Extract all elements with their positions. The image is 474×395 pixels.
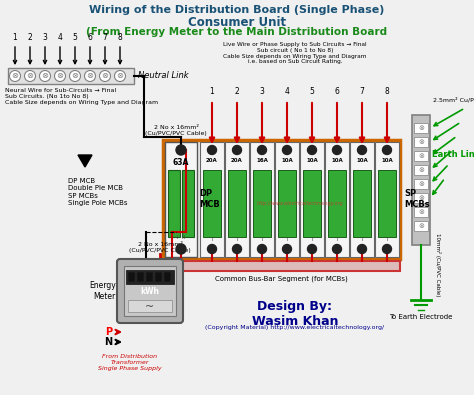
Bar	[124, 266, 176, 316]
Bar	[182, 170, 194, 237]
Text: I: I	[386, 237, 388, 242]
Bar	[412, 115, 430, 245]
Bar	[300, 142, 324, 257]
Bar	[303, 170, 321, 237]
Bar	[200, 142, 224, 257]
Circle shape	[257, 245, 266, 254]
Bar	[168, 170, 180, 237]
Text: Consumer Unit: Consumer Unit	[188, 16, 286, 29]
Text: 2: 2	[27, 33, 32, 42]
Text: ⊗: ⊗	[42, 71, 48, 81]
Text: ⊗: ⊗	[86, 71, 93, 81]
Text: ⊗: ⊗	[72, 71, 79, 81]
Bar	[203, 170, 221, 237]
Bar	[414, 123, 428, 133]
Text: I: I	[361, 237, 363, 242]
Bar	[128, 300, 172, 312]
Text: 10A: 10A	[281, 158, 293, 163]
Text: SP
MCBs: SP MCBs	[404, 189, 429, 209]
Text: 5: 5	[310, 87, 314, 96]
Bar	[146, 272, 153, 282]
Text: Energy
Meter: Energy Meter	[89, 281, 116, 301]
Circle shape	[9, 70, 20, 81]
Text: SP MCBs
Single Pole MCBs: SP MCBs Single Pole MCBs	[68, 193, 128, 206]
Text: 7: 7	[360, 87, 365, 96]
Text: ⊗: ⊗	[418, 139, 424, 145]
Bar	[225, 142, 249, 257]
Circle shape	[100, 70, 110, 81]
Bar	[375, 142, 399, 257]
Bar	[164, 272, 171, 282]
Text: 4: 4	[57, 33, 63, 42]
Bar	[325, 142, 349, 257]
Bar	[414, 165, 428, 175]
Text: To Earth Electrode: To Earth Electrode	[389, 314, 453, 320]
Circle shape	[115, 70, 126, 81]
Text: 8: 8	[118, 33, 122, 42]
Bar	[253, 170, 271, 237]
Text: kWh: kWh	[140, 287, 159, 296]
Bar	[228, 170, 246, 237]
Text: I: I	[236, 237, 238, 242]
Text: ⊗: ⊗	[117, 71, 124, 81]
Text: 2: 2	[235, 87, 239, 96]
Text: DP
MCB: DP MCB	[199, 189, 220, 209]
Text: I: I	[286, 237, 288, 242]
Text: From Distribution
Transformer
Single Phase Supply: From Distribution Transformer Single Pha…	[98, 354, 162, 371]
Text: I: I	[311, 237, 313, 242]
Circle shape	[176, 244, 186, 254]
Text: 10A: 10A	[331, 158, 343, 163]
Circle shape	[332, 245, 341, 254]
Bar	[414, 151, 428, 161]
Bar	[350, 142, 374, 257]
Text: 20A: 20A	[231, 158, 243, 163]
Bar	[414, 221, 428, 231]
Text: ⊗: ⊗	[418, 195, 424, 201]
Text: ~: ~	[146, 302, 155, 312]
Circle shape	[25, 70, 36, 81]
Text: ⊗: ⊗	[418, 209, 424, 215]
Circle shape	[283, 245, 292, 254]
Text: 10A: 10A	[306, 158, 318, 163]
Text: 10A: 10A	[356, 158, 368, 163]
Text: ⊗: ⊗	[11, 71, 18, 81]
Text: (From Energy Meter to the Main Distribution Board: (From Energy Meter to the Main Distribut…	[86, 27, 388, 37]
Text: ⊗: ⊗	[418, 125, 424, 131]
Text: 63A: 63A	[173, 158, 189, 167]
Text: ⊗: ⊗	[56, 71, 64, 81]
Text: 7: 7	[102, 33, 108, 42]
Circle shape	[383, 145, 392, 154]
Circle shape	[308, 245, 317, 254]
Text: 8: 8	[384, 87, 389, 96]
Bar	[163, 261, 400, 271]
Text: (Copyright Material) http://www.electricaltechnology.org/: (Copyright Material) http://www.electric…	[205, 325, 384, 330]
Circle shape	[383, 245, 392, 254]
Text: I: I	[336, 237, 338, 242]
Text: N: N	[104, 337, 112, 347]
Text: Design By:
Wasim Khan: Design By: Wasim Khan	[252, 300, 338, 328]
Circle shape	[308, 145, 317, 154]
Bar	[155, 272, 162, 282]
Text: 16A: 16A	[256, 158, 268, 163]
Circle shape	[208, 145, 217, 154]
Circle shape	[332, 145, 341, 154]
Text: 2 No x 16mm²
(Cu/PVC/PVC Cable): 2 No x 16mm² (Cu/PVC/PVC Cable)	[145, 125, 207, 136]
Text: Earth Link: Earth Link	[432, 150, 474, 159]
Circle shape	[176, 145, 186, 155]
Text: 3: 3	[43, 33, 47, 42]
Text: Common Bus-Bar Segment (for MCBs): Common Bus-Bar Segment (for MCBs)	[215, 276, 347, 282]
Text: 1: 1	[210, 87, 214, 96]
Text: ⊗: ⊗	[418, 167, 424, 173]
Circle shape	[357, 145, 366, 154]
Text: P: P	[105, 327, 112, 337]
Text: ⊗: ⊗	[27, 71, 34, 81]
Polygon shape	[78, 155, 92, 167]
Circle shape	[283, 145, 292, 154]
Text: Neural Wire for Sub-Circuits → Final
Sub Circuits. (No 1to No 8)
Cable Size depe: Neural Wire for Sub-Circuits → Final Sub…	[5, 88, 158, 105]
Text: Live Wire or Phase Supply to Sub Circuits → Final
Sub circuit ( No 1 to No 8)
Ca: Live Wire or Phase Supply to Sub Circuit…	[223, 42, 367, 64]
Bar	[328, 170, 346, 237]
Text: ⊗: ⊗	[418, 223, 424, 229]
Circle shape	[208, 245, 217, 254]
Bar	[126, 270, 174, 284]
Text: Wiring of the Distribution Board (Single Phase): Wiring of the Distribution Board (Single…	[89, 5, 385, 15]
